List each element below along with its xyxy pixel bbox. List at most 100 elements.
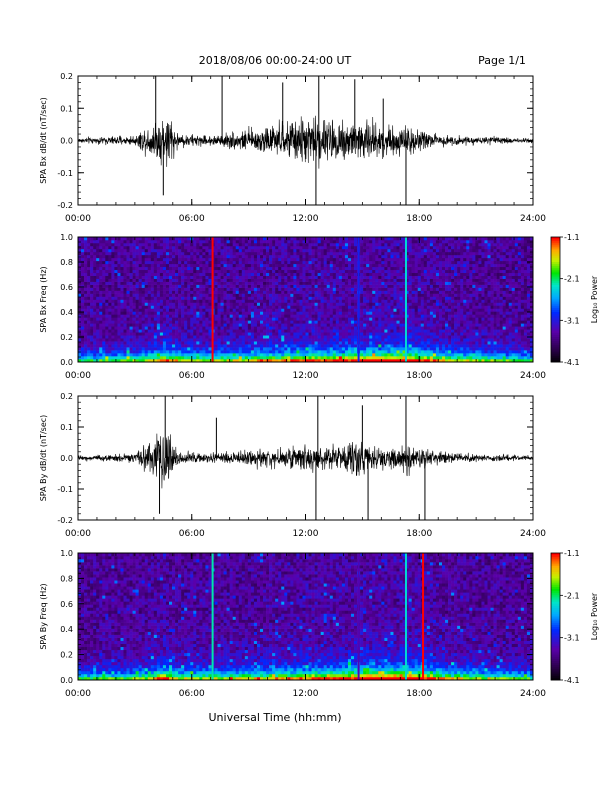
spectrogram-cell: [360, 326, 364, 330]
spectrogram-cell: [238, 287, 243, 291]
spectrogram-cell: [141, 248, 146, 253]
spectrogram-cell: [150, 248, 155, 253]
spectrogram-cell: [169, 359, 173, 363]
spectrogram-cell: [99, 269, 103, 274]
spectrogram-cell: [372, 239, 376, 244]
spectrogram-cell: [326, 299, 331, 303]
spectrogram-cell: [78, 326, 82, 330]
spectrogram-cell: [144, 278, 149, 282]
spectrogram-cell: [187, 278, 191, 282]
spectrogram-cell: [247, 356, 252, 360]
spectrogram-cell: [123, 332, 127, 336]
spectrogram-cell: [208, 266, 212, 271]
spectrogram-cell: [190, 269, 194, 274]
spectrogram-cell: [214, 254, 218, 259]
spectrogram-cell: [296, 275, 300, 279]
spectrogram-cell: [272, 237, 276, 241]
spectrogram-cell: [84, 245, 88, 250]
spectrogram-cell: [99, 245, 103, 250]
spectrogram-cell: [175, 266, 179, 271]
spectrogram-cell: [396, 359, 400, 363]
spectrogram-cell: [187, 287, 191, 291]
spectrogram-cell: [402, 239, 406, 244]
spectrogram-cell: [214, 335, 218, 339]
spectrogram-cell: [153, 290, 158, 294]
spectrogram-cell: [238, 323, 243, 327]
spectrogram-cell: [81, 281, 85, 285]
spectrogram-cell: [229, 311, 233, 315]
spectrogram-cell: [108, 299, 112, 303]
spectrogram-cell: [320, 239, 324, 244]
spectrogram-cell: [87, 344, 91, 348]
spectrogram-cell: [396, 275, 400, 279]
spectrogram-cell: [347, 323, 352, 327]
spectrogram-cell: [363, 275, 367, 279]
spectrogram-cell: [220, 359, 224, 363]
spectrogram-cell: [269, 254, 273, 259]
spectrogram-cell: [169, 317, 173, 321]
spectrogram-cell: [272, 332, 276, 336]
spectrogram-cell: [378, 329, 382, 333]
spectrogram-cell: [84, 266, 88, 271]
spectrogram-cell: [150, 278, 155, 282]
spectrogram-cell: [420, 317, 425, 321]
spectrogram-cell: [132, 284, 136, 288]
spectrogram-cell: [99, 239, 103, 244]
spectrogram-cell: [405, 302, 409, 306]
spectrogram-cell: [372, 356, 376, 360]
spectrogram-cell: [384, 263, 388, 268]
spectrogram-cell: [175, 254, 179, 259]
spectrogram-cell: [84, 284, 88, 288]
spectrogram-cell: [108, 326, 112, 330]
spectrogram-cell: [184, 320, 188, 324]
spectrogram-cell: [202, 323, 206, 327]
spectrogram-cell: [387, 344, 391, 348]
spectrogram-cell: [302, 311, 306, 315]
spectrogram-cell: [393, 296, 397, 300]
spectrogram-cell: [287, 299, 291, 303]
spectrogram-cell: [193, 290, 197, 294]
spectrogram-cell: [284, 272, 288, 276]
spectrogram-cell: [205, 237, 209, 241]
spectrogram-cell: [78, 323, 82, 327]
spectrogram-cell: [105, 272, 109, 276]
spectrogram-cell: [193, 245, 197, 250]
spectrogram-cell: [408, 299, 412, 303]
spectrogram-cell: [247, 251, 252, 256]
spectrogram-cell: [426, 338, 431, 342]
spectrogram-cell: [138, 350, 142, 354]
spectrogram-cell: [287, 305, 291, 309]
spectrogram-cell: [281, 326, 285, 330]
spectrogram-cell: [253, 326, 258, 330]
spectrogram-cell: [360, 356, 364, 360]
spectrogram-cell: [193, 272, 197, 276]
spectrogram-cell: [320, 275, 324, 279]
spectrogram-cell: [150, 284, 155, 288]
spectrogram-cell: [178, 359, 182, 363]
spectrogram-cell: [129, 323, 133, 327]
spectrogram-cell: [426, 281, 431, 285]
spectrogram-cell: [150, 359, 155, 363]
spectrogram-cell: [326, 338, 331, 342]
spectrogram-cell: [351, 251, 355, 256]
spectrogram-cell: [178, 278, 182, 282]
waveform-panel: 00:00 06:00 12:00 18:00 24:00-0.2-0.10.00.10…: [39, 72, 546, 224]
spectrogram-cell: [184, 242, 188, 247]
spectrogram-cell: [138, 314, 142, 318]
spectrogram-cell: [250, 347, 255, 351]
spectrogram-cell: [135, 314, 139, 318]
spectrogram-cell: [284, 257, 288, 262]
spectrogram-cell: [138, 284, 142, 288]
spectrogram-cell: [402, 269, 406, 274]
spectrogram-cell: [99, 356, 103, 360]
spectrogram-cell: [387, 260, 391, 265]
spectrogram-cell: [244, 290, 249, 294]
spectrogram-cell: [423, 317, 428, 321]
spectrogram-cell: [402, 299, 406, 303]
spectrogram-cell: [84, 308, 88, 312]
spectrogram-cell: [214, 323, 218, 327]
spectrogram-cell: [260, 251, 264, 256]
spectrogram-cell: [244, 353, 249, 357]
spectrogram-cell: [375, 320, 379, 324]
spectrogram-cell: [250, 356, 255, 360]
